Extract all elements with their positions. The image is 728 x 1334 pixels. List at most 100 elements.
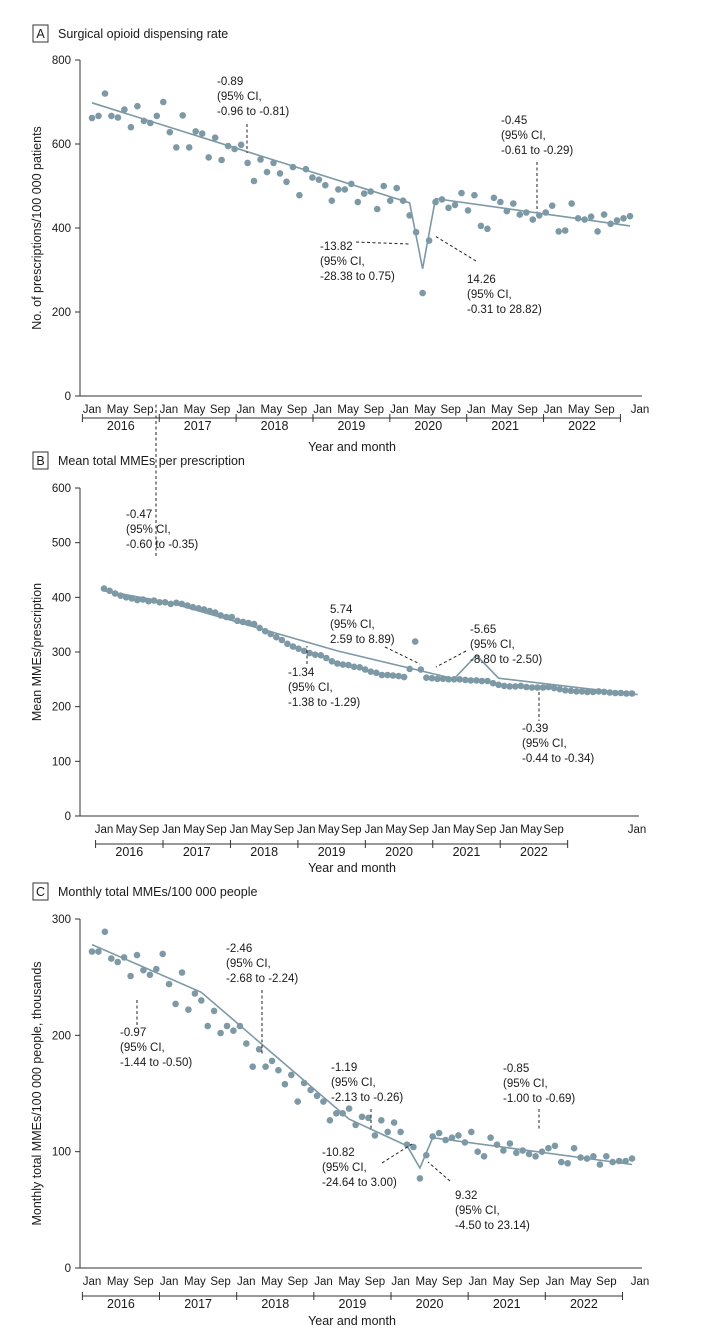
data-point xyxy=(545,1144,552,1152)
data-point xyxy=(516,211,524,218)
data-point xyxy=(570,1144,578,1152)
annotation-text: -1.44 to -0.50) xyxy=(120,1057,192,1069)
year-label: 2017 xyxy=(184,1297,212,1311)
annotation-text: -13.82 xyxy=(320,241,353,253)
data-point xyxy=(432,198,439,206)
data-point xyxy=(397,1128,404,1136)
data-point xyxy=(234,617,241,625)
data-point xyxy=(333,1110,340,1117)
data-point xyxy=(474,1148,482,1155)
annotations: -0.89 (95% CI, -0.96 to -0.81) -0.45 (95% CI… xyxy=(217,76,573,316)
data-point xyxy=(411,638,419,645)
data-point xyxy=(239,618,247,626)
annotation-text: (95% CI, xyxy=(288,682,333,694)
y-tick-label: 200 xyxy=(52,1030,71,1042)
x-tick-label: May xyxy=(250,824,272,836)
annotation: -0.47 (95% CI, -0.60 to -0.35) xyxy=(126,404,198,556)
data-point xyxy=(153,112,161,120)
annotation: -1.34 (95% CI, -1.38 to -1.29) xyxy=(288,646,360,709)
data-point xyxy=(323,654,330,662)
x-tick-label: Jan xyxy=(160,1276,179,1288)
data-point xyxy=(500,1147,507,1154)
x-tick-label: Sep xyxy=(139,824,159,836)
data-point xyxy=(217,1029,224,1037)
data-point xyxy=(352,1121,359,1129)
x-axis: Jan May Sep 2016 Jan May Sep 2017 Jan May Sep 2018 J… xyxy=(80,1267,649,1328)
data-point xyxy=(467,677,475,684)
data-point xyxy=(307,1086,314,1094)
x-tick-label: Sep xyxy=(287,404,307,416)
annotation-text: (95% CI, xyxy=(120,1042,165,1054)
data-point xyxy=(121,106,128,113)
panel-letter: C xyxy=(36,885,45,899)
x-tick-label: Sep xyxy=(133,404,153,416)
data-point xyxy=(354,198,362,206)
data-point xyxy=(243,1040,250,1047)
data-point xyxy=(542,209,549,216)
data-point xyxy=(528,684,536,691)
x-tick-label: May xyxy=(337,404,359,416)
year-label: 2021 xyxy=(491,419,519,433)
annotation: -0.85 (95% CI, -1.00 to -0.69) xyxy=(503,1063,575,1130)
data-point xyxy=(480,1153,488,1160)
data-point xyxy=(223,1022,231,1030)
data-point xyxy=(506,1140,514,1147)
data-point xyxy=(295,645,302,652)
data-point xyxy=(523,209,530,216)
data-point xyxy=(245,619,252,627)
data-point xyxy=(281,1080,289,1088)
data-point xyxy=(145,597,152,605)
data-point xyxy=(399,197,407,204)
data-point xyxy=(236,1022,244,1030)
x-tick-label: May xyxy=(385,824,407,836)
data-point xyxy=(139,596,147,603)
annotation: -0.39 (95% CI, -0.44 to -0.34) xyxy=(522,692,594,765)
data-point xyxy=(195,605,202,612)
data-point xyxy=(617,689,625,697)
x-tick-label: May xyxy=(107,404,129,416)
y-tick-label: 600 xyxy=(52,139,71,151)
year-label: 2019 xyxy=(339,1297,367,1311)
annotation-text: (95% CI, xyxy=(467,289,512,301)
annotation-leader xyxy=(427,1161,451,1182)
data-point xyxy=(590,1153,597,1160)
data-point xyxy=(345,1105,353,1112)
panel-letter-box xyxy=(32,882,49,901)
panel-header: C Monthly total MMEs/100 000 people xyxy=(32,882,257,901)
data-point xyxy=(172,1000,179,1008)
y-tick-label: 400 xyxy=(52,223,71,235)
data-point xyxy=(250,620,258,628)
annotation-text: -1.00 to -0.69) xyxy=(503,1093,575,1105)
data-point xyxy=(607,220,614,228)
annotation-leader xyxy=(434,235,477,262)
data-point xyxy=(100,585,108,592)
data-point xyxy=(334,660,341,667)
data-point xyxy=(600,211,608,218)
annotation-text: -0.89 xyxy=(217,76,243,88)
data-point xyxy=(296,191,303,199)
data-point xyxy=(300,1079,308,1087)
annotation-text: -28.38 to 0.75) xyxy=(320,271,395,283)
y-axis: 0 100 200 300 400 500 600 Mean MMEs/prescriptio… xyxy=(30,483,81,823)
data-point xyxy=(510,200,517,207)
x-tick-label: Jan xyxy=(544,404,563,416)
x-tick-label: May xyxy=(491,404,513,416)
data-point xyxy=(230,1027,237,1034)
data-point xyxy=(218,156,225,164)
panel-c: C Monthly total MMEs/100 000 people 0 100 20… xyxy=(30,882,649,1328)
year-label: 2021 xyxy=(453,845,481,859)
data-point xyxy=(302,165,310,173)
panel-header: B Mean total MMEs per prescription xyxy=(32,451,245,470)
data-point xyxy=(583,1155,591,1162)
annotation: 5.74 (95% CI, 2.59 to 8.89) xyxy=(330,604,421,665)
x-axis-title: Year and month xyxy=(308,440,396,454)
data-point xyxy=(425,237,433,244)
data-point xyxy=(534,684,541,691)
data-point xyxy=(161,599,169,606)
year-label: 2020 xyxy=(416,1297,444,1311)
data-point xyxy=(345,661,352,669)
data-point xyxy=(228,613,236,621)
x-tick-label: May xyxy=(568,404,590,416)
data-point xyxy=(400,673,408,681)
data-point xyxy=(192,128,199,135)
